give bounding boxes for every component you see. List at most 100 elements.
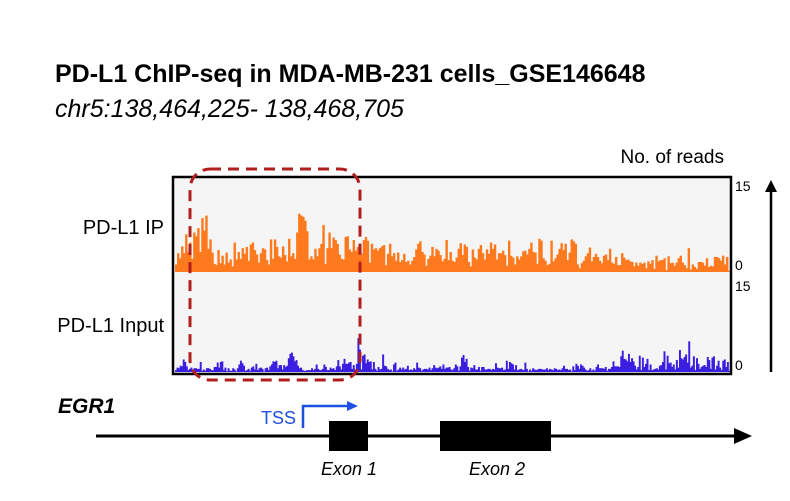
input-coverage-bar — [688, 341, 691, 372]
input-coverage-bar — [448, 366, 451, 372]
ip-coverage-bar — [661, 260, 664, 272]
ip-coverage-bar — [487, 253, 491, 272]
input-coverage-bar — [430, 370, 433, 372]
ip-coverage-bar — [221, 255, 224, 272]
input-coverage-bar — [394, 362, 397, 372]
input-coverage-bar — [699, 368, 702, 372]
input-coverage-bar — [290, 352, 293, 372]
ip-coverage-bar — [269, 239, 273, 272]
input-coverage-bar — [205, 368, 208, 372]
input-coverage-bar — [708, 360, 711, 372]
ip-coverage-bar — [619, 265, 622, 272]
input-coverage-bar — [709, 368, 712, 372]
input-coverage-bar — [312, 370, 315, 372]
gene-arrow-head — [734, 428, 752, 444]
track-ip-label: PD-L1 IP — [83, 217, 164, 239]
input-coverage-bar — [295, 360, 298, 372]
ip-coverage-bar — [695, 268, 699, 272]
ip-coverage-bar — [399, 261, 402, 272]
exon-2-label: Exon 2 — [469, 459, 525, 479]
input-coverage-bar — [428, 367, 431, 372]
ip-coverage-bar — [281, 246, 285, 272]
input-coverage-bar — [391, 371, 394, 372]
ip-coverage-bar — [637, 265, 640, 272]
ip-coverage-bar — [197, 228, 200, 272]
ip-coverage-bar — [697, 261, 701, 272]
input-coverage-bar — [450, 369, 453, 372]
ip-coverage-bar — [598, 260, 602, 272]
input-coverage-bar — [495, 363, 497, 372]
input-coverage-bar — [632, 361, 635, 372]
ip-coverage-bar — [532, 251, 535, 272]
input-coverage-bar — [218, 367, 221, 372]
ip-coverage-bar — [679, 255, 682, 272]
input-coverage-bar — [414, 369, 417, 372]
input-coverage-bar — [595, 366, 598, 372]
input-coverage-bar — [478, 366, 480, 372]
ip-coverage-bar — [570, 239, 573, 272]
input-coverage-bar — [437, 367, 440, 372]
input-coverage-bar — [267, 370, 270, 372]
input-coverage-bar — [563, 365, 565, 372]
ip-coverage-bar — [366, 240, 370, 272]
input-coverage-bar — [627, 353, 630, 372]
input-coverage-bar — [187, 370, 190, 372]
ip-coverage-bar — [259, 253, 263, 272]
track-input-tick-top: 15 — [735, 278, 751, 294]
ip-coverage-bar — [649, 263, 652, 272]
tss-arrow — [301, 404, 350, 428]
ip-coverage-bar — [463, 244, 467, 272]
input-coverage-bar — [444, 368, 446, 372]
yaxis-arrow-head — [765, 180, 777, 192]
exon-2-box — [440, 421, 551, 451]
input-coverage-bar — [601, 368, 604, 372]
tracks-frame — [171, 175, 733, 376]
input-coverage-bar — [445, 367, 448, 372]
input-coverage-bar — [250, 367, 253, 372]
ip-coverage-bar — [715, 256, 719, 272]
ip-coverage-bar — [457, 248, 460, 272]
ip-coverage-bar — [326, 248, 329, 272]
input-coverage-bar — [462, 355, 465, 372]
input-coverage-bar — [612, 361, 615, 372]
input-coverage-bar — [510, 363, 513, 372]
ip-coverage-bar — [231, 266, 234, 272]
ip-coverage-bar — [209, 239, 212, 272]
input-coverage-bar — [357, 338, 360, 372]
ip-coverage-bar — [493, 244, 497, 272]
ip-coverage-bar — [508, 240, 511, 272]
ip-coverage-bar — [261, 248, 265, 272]
exon-1-box — [329, 421, 368, 451]
ip-coverage-bar — [193, 232, 196, 272]
ip-coverage-bar — [213, 263, 216, 272]
input-coverage-bar — [201, 370, 204, 372]
ip-coverage-bar — [409, 264, 412, 272]
input-coverage-bar — [624, 359, 627, 372]
ip-coverage-bar — [368, 262, 372, 272]
ip-coverage-bar — [459, 243, 462, 272]
ip-coverage-bar — [316, 256, 319, 272]
ip-coverage-bar — [207, 248, 210, 272]
input-coverage-bar — [300, 367, 303, 372]
ip-coverage-bar — [465, 246, 469, 272]
ip-coverage-bar — [348, 249, 351, 272]
input-coverage-bar — [229, 370, 232, 372]
input-coverage-bar — [536, 369, 539, 372]
ip-coverage-bar — [292, 253, 295, 272]
input-coverage-bar — [580, 364, 582, 372]
input-coverage-bar — [515, 365, 518, 372]
input-coverage-bar — [199, 361, 202, 372]
ip-coverage-bar — [435, 248, 438, 272]
ip-coverage-bar — [279, 257, 283, 272]
input-coverage-bar — [434, 367, 437, 372]
input-coverage-bar — [654, 368, 657, 372]
input-coverage-bar — [371, 369, 374, 372]
input-coverage-bar — [468, 370, 471, 372]
input-coverage-bar — [706, 356, 709, 372]
input-coverage-bar — [244, 370, 247, 372]
ip-coverage-bar — [564, 243, 567, 272]
gene-model: EGR1 Exon 1 Exon 2 TSS — [58, 395, 752, 479]
input-coverage-bar — [623, 358, 626, 372]
ip-coverage-bar — [433, 256, 436, 272]
input-coverage-bar — [675, 360, 678, 372]
